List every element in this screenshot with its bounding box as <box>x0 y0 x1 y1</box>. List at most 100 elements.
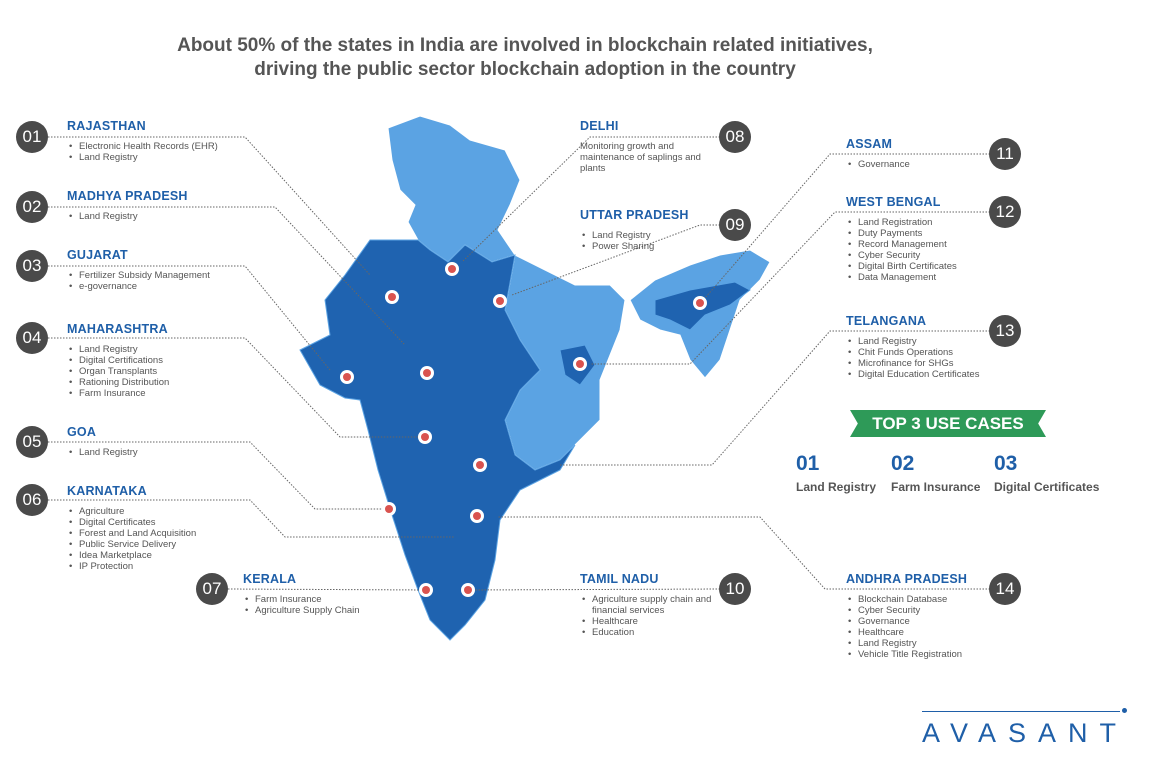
connector-14 <box>497 516 990 590</box>
list-item: Record Management <box>846 239 957 250</box>
list-item: Public Service Delivery <box>67 539 196 550</box>
connector-07 <box>227 588 427 591</box>
logo-dot <box>1122 708 1127 713</box>
use-case-label: Farm Insurance <box>891 480 981 494</box>
card-delhi: DELHI Monitoring growth and maintenance o… <box>580 119 710 174</box>
pin-madhya-pradesh <box>420 366 434 380</box>
list-item: e-governance <box>67 281 210 292</box>
list-item: Microfinance for SHGs <box>846 358 979 369</box>
use-case-label: Land Registry <box>796 480 877 494</box>
logo-line <box>922 711 1120 712</box>
list-item: Rationing Distribution <box>67 377 169 388</box>
avasant-logo: AVASANT <box>922 718 1129 748</box>
badge-05: 05 <box>16 426 48 458</box>
pin-maharashtra <box>418 430 432 444</box>
list-item: Land Registry <box>67 152 218 163</box>
badge-07: 07 <box>196 573 228 605</box>
badge-01: 01 <box>16 121 48 153</box>
connector-11 <box>704 153 990 299</box>
state-name: TELANGANA <box>846 314 927 328</box>
badge-11: 11 <box>989 138 1021 170</box>
title-line-2: driving the public sector blockchain ado… <box>254 59 796 80</box>
badge-02: 02 <box>16 191 48 223</box>
map-pins <box>340 262 707 597</box>
list-item: Land Registration <box>846 217 957 228</box>
pin-telangana <box>473 458 487 472</box>
use-case-3: 03 Digital Certificates <box>994 452 1099 494</box>
card-rajasthan: RAJASTHAN Electronic Health Records (EHR)… <box>67 119 218 163</box>
badge-13: 13 <box>989 315 1021 347</box>
card-kerala: KERALA Farm InsuranceAgriculture Supply C… <box>243 572 360 616</box>
use-case-1: 01 Land Registry <box>796 452 876 494</box>
list-item: Power Sharing <box>580 241 689 252</box>
list-item: Vehicle Title Registration <box>846 649 967 660</box>
list-item: Digital Education Certificates <box>846 369 979 380</box>
connector-10 <box>467 588 721 591</box>
list-item: Digital Birth Certificates <box>846 261 957 272</box>
pin-andhra-pradesh <box>470 509 484 523</box>
list-item: Land Registry <box>67 344 169 355</box>
pin-kerala <box>419 583 433 597</box>
list-item: Idea Marketplace <box>67 550 196 561</box>
connector-lines <box>48 136 990 591</box>
pin-rajasthan <box>385 290 399 304</box>
list-item: Cyber Security <box>846 605 967 616</box>
list-item: Governance <box>846 159 910 170</box>
list-item: Cyber Security <box>846 250 957 261</box>
badge-08: 08 <box>719 121 751 153</box>
badge-10: 10 <box>719 573 751 605</box>
state-name: UTTAR PRADESH <box>580 208 689 222</box>
list-item: Farm Insurance <box>67 388 169 399</box>
card-maharashtra: MAHARASHTRA Land RegistryDigital Certific… <box>67 322 169 399</box>
state-name: TAMIL NADU <box>580 572 659 586</box>
connector-13 <box>560 330 990 466</box>
list-item: Agriculture supply chain and financial s… <box>580 594 720 616</box>
state-name: GOA <box>67 425 97 439</box>
badge-04: 04 <box>16 322 48 354</box>
use-case-number: 02 <box>891 452 915 475</box>
badge-06: 06 <box>16 484 48 516</box>
main-region <box>299 239 576 641</box>
state-name: GUJARAT <box>67 248 128 262</box>
list-item: Forest and Land Acquisition <box>67 528 196 539</box>
use-case-2: 02 Farm Insurance <box>891 452 980 494</box>
badge-03: 03 <box>16 250 48 282</box>
pin-tamil-nadu <box>461 583 475 597</box>
state-name: KERALA <box>243 572 297 586</box>
card-gujarat: GUJARAT Fertilizer Subsidy Managemente-go… <box>67 248 210 292</box>
pin-west-bengal <box>573 357 587 371</box>
connector-09 <box>511 224 720 296</box>
card-goa: GOA Land Registry <box>67 425 138 458</box>
connector-01 <box>48 136 371 276</box>
card-assam: ASSAM Governance <box>846 137 910 170</box>
list-item: Agriculture <box>67 506 196 517</box>
pin-goa <box>382 502 396 516</box>
description: Monitoring growth and maintenance of sap… <box>580 141 701 174</box>
use-case-label: Digital Certificates <box>994 480 1100 494</box>
list-item: Digital Certificates <box>67 517 196 528</box>
state-name: ASSAM <box>846 137 893 151</box>
list-item: Land Registry <box>67 211 188 222</box>
state-name: ANDHRA PRADESH <box>846 572 968 586</box>
card-andhra-pradesh: ANDHRA PRADESH Blockchain DatabaseCyber S… <box>846 572 967 660</box>
list-item: Land Registry <box>67 447 138 458</box>
title-line-1: About 50% of the states in India are inv… <box>177 35 873 56</box>
connector-12 <box>590 211 990 365</box>
list-item: Governance <box>846 616 967 627</box>
state-name: KARNATAKA <box>67 484 147 498</box>
list-item: Farm Insurance <box>243 594 360 605</box>
badge-12: 12 <box>989 196 1021 228</box>
page-title: About 50% of the states in India are inv… <box>0 34 1050 82</box>
state-name: MADHYA PRADESH <box>67 189 188 203</box>
list-item: Land Registry <box>846 336 979 347</box>
badge-09: 09 <box>719 209 751 241</box>
list-item: Organ Transplants <box>67 366 169 377</box>
use-case-number: 03 <box>994 452 1018 475</box>
list-item: Education <box>580 627 720 638</box>
badge-14: 14 <box>989 573 1021 605</box>
pin-delhi <box>445 262 459 276</box>
connector-02 <box>48 206 406 346</box>
list-item: Agriculture Supply Chain <box>243 605 360 616</box>
state-name: MAHARASHTRA <box>67 322 168 336</box>
